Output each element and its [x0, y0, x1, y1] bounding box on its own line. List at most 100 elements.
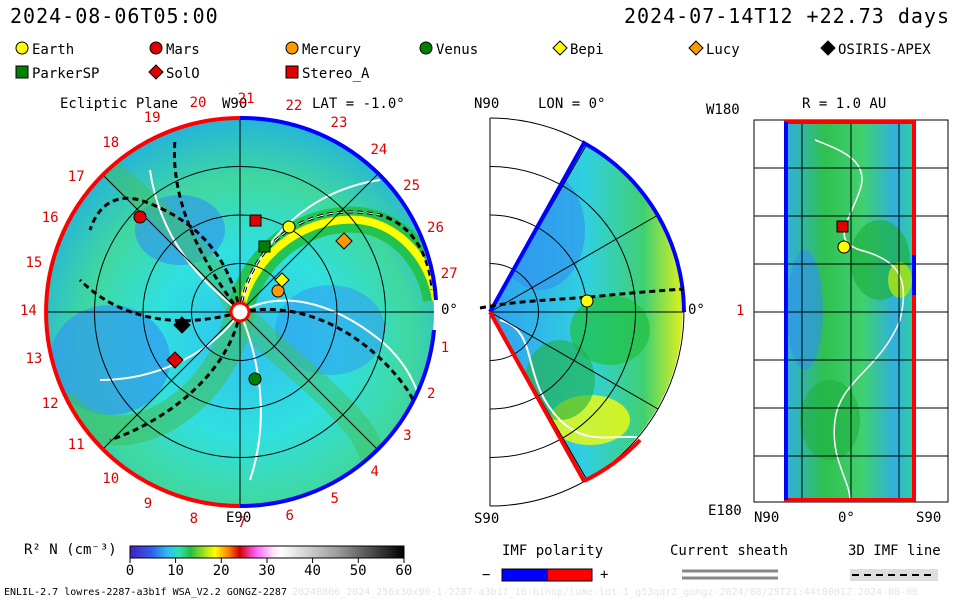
n90-label: N90: [474, 96, 500, 112]
colorbar-tick-label: 20: [212, 563, 230, 579]
legend-symbol: [552, 40, 568, 56]
carrington-number: 11: [67, 437, 85, 454]
legend-item-bepi: Bepi: [552, 40, 604, 58]
legend-symbol: [15, 41, 29, 55]
solo-marker: [166, 351, 184, 369]
carrington-number: 24: [370, 142, 388, 159]
parkersp-marker: [258, 240, 271, 253]
carrington-number: 20: [189, 95, 207, 112]
legend-label: ParkerSP: [32, 66, 100, 82]
legend-item-earth: Earth: [14, 40, 74, 58]
low-density-region: [275, 285, 385, 375]
colorbar-tick-label: 0: [125, 563, 135, 579]
carrington-number: 17: [67, 168, 85, 185]
legend-item-venus: Venus: [418, 40, 478, 58]
surface-mid-label: 1: [736, 303, 745, 319]
carrington-number: 9: [143, 495, 153, 512]
carrington-number: 23: [330, 115, 348, 132]
carrington-number: 6: [285, 508, 294, 525]
mars-marker: [133, 210, 147, 224]
carrington-number: 26: [427, 219, 444, 236]
imf-field-line: [479, 287, 685, 310]
colorbar-tick-label: 40: [304, 563, 321, 579]
legend-label: Lucy: [706, 42, 740, 58]
current-sheath-title: Current sheath: [670, 543, 789, 559]
colorbar-title: R² N (cm⁻³): [24, 542, 117, 558]
carrington-number: 12: [41, 396, 59, 413]
bepi-marker-meridional: [580, 294, 594, 308]
carrington-number: 1: [440, 339, 450, 356]
carrington-number: 8: [189, 510, 199, 527]
carrington-number: 7: [237, 514, 247, 531]
latitude-label: LAT = -1.0°: [312, 96, 405, 112]
low-density-region: [50, 305, 170, 415]
polarity-rim-positive: [239, 115, 438, 301]
model-info: ENLIL-2.7 lowres-2287-a3b1f WSA_V2.2 GON…: [4, 587, 287, 598]
s90-label: S90: [474, 511, 500, 527]
carrington-number: 4: [370, 463, 379, 480]
imf-polarity-title: IMF polarity: [502, 543, 604, 559]
legend-symbol: [148, 64, 164, 80]
carrington-number: 16: [41, 209, 59, 226]
meridional-zero-label: 0°: [688, 302, 705, 318]
legend-item-mars: Mars: [148, 40, 200, 58]
surface-s90-label: S90: [916, 510, 942, 526]
stereo-a-marker-surface: [836, 220, 849, 233]
legend-label: Mercury: [302, 42, 362, 58]
carrington-number: 14: [20, 303, 37, 319]
colorbar-tick-label: 10: [167, 563, 184, 579]
stereo-a-marker: [249, 214, 262, 227]
carrington-number: 5: [330, 490, 339, 507]
model-datetime: 2024-08-06T05:00: [10, 4, 219, 28]
w180-label: W180: [706, 102, 740, 118]
carrington-number: 22: [285, 97, 303, 114]
legend-item-mercury: Mercury: [284, 40, 361, 58]
legend-item-lucy: Lucy: [688, 40, 740, 58]
legend-label: Stereo_A: [302, 66, 370, 82]
imf-plus-label: +: [600, 567, 609, 583]
surface-n90-label: N90: [754, 510, 780, 526]
sun: [229, 301, 251, 323]
mercury-marker: [271, 284, 285, 298]
current-sheath-surface: [814, 139, 905, 501]
carrington-number: 2: [427, 386, 436, 403]
carrington-number: 27: [440, 266, 458, 283]
carrington-number: 15: [25, 255, 43, 272]
e180-label: E180: [708, 503, 742, 519]
osiris-apex-marker: [173, 316, 191, 334]
carrington-number: 13: [25, 350, 43, 367]
bepi-marker: [274, 272, 290, 288]
longitude-label: LON = 0°: [538, 96, 606, 112]
legend-symbol: [820, 40, 836, 56]
w90-label: W90: [222, 96, 248, 112]
polarity-rim-positive: [488, 140, 686, 313]
streamer-arm: [103, 161, 250, 318]
imf-line-title: 3D IMF line: [848, 543, 941, 559]
ecliptic-title: Ecliptic Plane: [60, 96, 179, 112]
legend-item-stereo-a: Stereo_A: [284, 64, 369, 82]
legend-symbol: [15, 65, 29, 79]
carrington-number: 25: [403, 177, 421, 194]
carrington-number: 18: [102, 135, 120, 152]
legend-label: SolO: [166, 66, 200, 82]
carrington-number: 3: [403, 428, 412, 445]
carrington-number: 21: [237, 91, 255, 108]
legend-item-osiris-apex: OSIRIS-APEX: [820, 40, 931, 58]
meridional-plane-panel: [479, 117, 686, 507]
colorbar-tick-label: 60: [395, 563, 413, 579]
surface-zero-label: 0°: [838, 510, 855, 526]
high-density-stream: [236, 215, 434, 313]
legend-symbol: [285, 65, 299, 79]
legend-label: Bepi: [570, 42, 604, 58]
polarity-rim-negative: [488, 311, 586, 482]
venus-marker: [248, 372, 262, 386]
density-colorbar: [129, 545, 405, 559]
colorbar-tick-label: 30: [258, 563, 276, 579]
legend-symbol: [285, 41, 299, 55]
run-id-faint: 20240806_2024_256x30x90-1-2287-a3b1f_16-…: [292, 587, 919, 598]
lucy-marker: [335, 232, 353, 250]
e90-label: E90: [226, 510, 252, 526]
legend-label: Mars: [166, 42, 200, 58]
colorbar-tick-label: 50: [349, 563, 367, 579]
legend-symbol: [419, 41, 433, 55]
